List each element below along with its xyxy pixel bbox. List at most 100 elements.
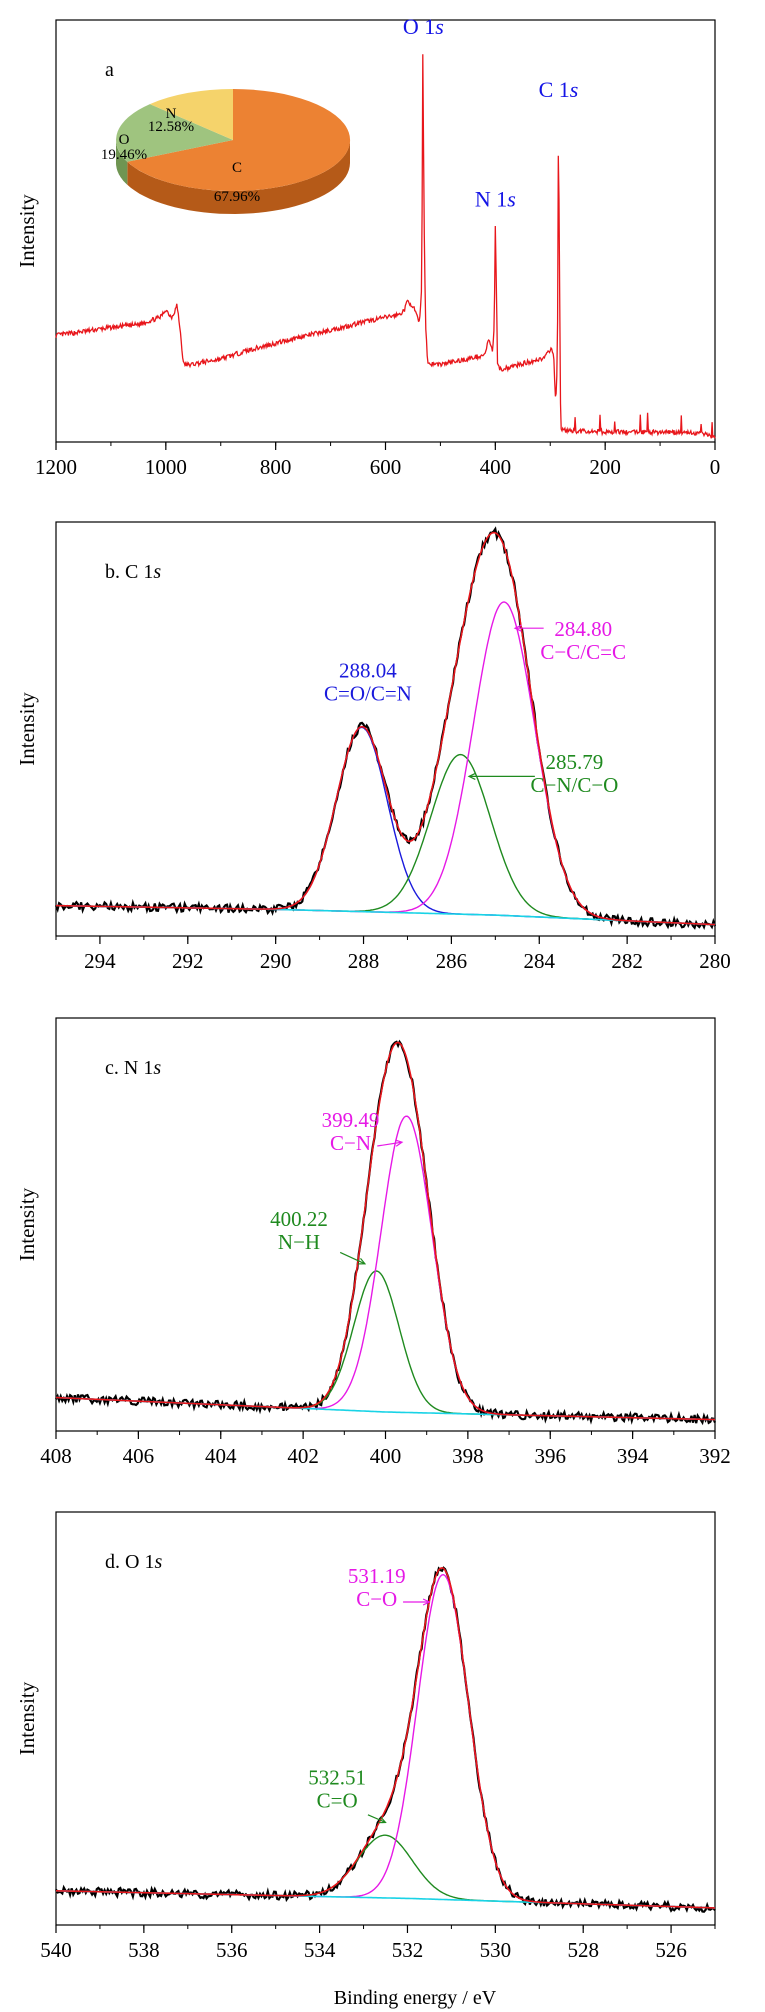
annotation-arrowhead xyxy=(395,1139,404,1147)
pie-pct-C: 67.96% xyxy=(214,189,260,205)
panel-label: d. O 1s xyxy=(105,1551,162,1573)
x-tick-label: 400 xyxy=(480,455,512,479)
annotation-arrow xyxy=(367,1814,386,1823)
annotation-arrowhead xyxy=(378,1816,387,1824)
fit-peak-1 xyxy=(56,1115,715,1421)
annotation-arrowhead xyxy=(513,624,522,632)
pie-pct-N: 12.58% xyxy=(148,119,194,135)
x-tick-label: 286 xyxy=(436,949,468,973)
peak-center-label: 400.22 xyxy=(270,1207,328,1231)
plot-frame xyxy=(55,1511,716,1926)
panel-label-italic: s xyxy=(154,1551,162,1573)
y-axis-label: Intensity xyxy=(15,692,39,766)
x-tick-label: 400 xyxy=(370,1444,402,1468)
x-tick-label: 200 xyxy=(589,455,621,479)
x-tick-label: 1200 xyxy=(35,455,77,479)
raw-data-line xyxy=(54,526,717,931)
annotation-arrowhead xyxy=(357,1258,367,1265)
x-tick-label: 392 xyxy=(699,1444,731,1468)
x-axis-title: Binding energy / eV xyxy=(334,1987,497,2009)
raw-data-line xyxy=(55,1566,716,1913)
peak-assignment-label: C=O xyxy=(317,1788,358,1812)
fit-envelope-line xyxy=(56,1566,715,1909)
x-tick-label: 280 xyxy=(699,949,731,973)
x-tick-label: 404 xyxy=(205,1444,237,1468)
x-tick-label: 0 xyxy=(710,455,721,479)
panel-label-italic: s xyxy=(153,1057,161,1079)
fit-envelope-line xyxy=(56,1041,715,1421)
peak-center-label: 399.49 xyxy=(322,1108,380,1132)
panel-label-italic: s xyxy=(153,561,161,583)
peak-assignment-label: C−N xyxy=(330,1131,371,1155)
pie-side-C xyxy=(127,140,350,214)
x-tick-label: 292 xyxy=(172,949,204,973)
annotation-arrowhead xyxy=(422,1598,431,1606)
x-tick-label: 294 xyxy=(84,949,116,973)
annotation-arrow xyxy=(339,1251,366,1265)
x-tick-label: 406 xyxy=(123,1444,155,1468)
plot-frame xyxy=(55,19,716,443)
pie-label-O: O xyxy=(119,132,130,148)
panel-d: 540 538 536 534 532 530 528 526 Intensity d. O 1s… xyxy=(15,1511,716,1962)
x-tick-label: 800 xyxy=(260,455,292,479)
x-tick-label: 530 xyxy=(480,1938,512,1962)
x-tick-label: 398 xyxy=(452,1444,484,1468)
x-tick-label: 536 xyxy=(216,1938,248,1962)
y-axis-label: Intensity xyxy=(15,1187,39,1261)
x-tick-label: 532 xyxy=(392,1938,424,1962)
fit-peak-1 xyxy=(56,1573,715,1909)
pie-slice-C xyxy=(127,88,351,191)
y-axis-label: Intensity xyxy=(15,1681,39,1755)
panel-a: 1200 1000 800 600 400 200 0 Intensity a O 1s N 1s C… xyxy=(15,14,720,479)
peak-label: O 1s xyxy=(403,14,444,39)
panel-b: 294 292 290 288 286 284 282 280 Intensity b. C 1s… xyxy=(15,521,731,973)
peak-assignment-label: C=O/C=N xyxy=(324,682,412,706)
peak-assignment-label: C−C/C=C xyxy=(540,640,626,664)
pie-pct-O: 19.46% xyxy=(101,147,147,163)
peak-label: N 1s xyxy=(475,187,516,212)
raw-data-line xyxy=(55,1039,717,1426)
x-tick-label: 600 xyxy=(370,455,402,479)
fit-peak-0 xyxy=(56,1270,715,1421)
peak-center-label: 285.79 xyxy=(546,750,604,774)
annotation-arrow xyxy=(377,1141,403,1147)
x-tick-label: 528 xyxy=(567,1938,599,1962)
fit-peak-0 xyxy=(56,726,716,926)
pie-label-C: C xyxy=(232,160,242,176)
x-tick-label: 282 xyxy=(611,949,643,973)
peak-assignment-label: C−O xyxy=(356,1587,397,1611)
pie-label-N: N xyxy=(166,106,177,122)
plot-frame xyxy=(55,1017,716,1432)
peak-label-italic: s xyxy=(507,187,516,212)
x-tick-label: 1000 xyxy=(145,455,187,479)
fit-envelope-line xyxy=(56,531,716,926)
survey-spectrum-line xyxy=(55,54,716,439)
x-tick-label: 408 xyxy=(40,1444,72,1468)
x-tick-label: 290 xyxy=(260,949,292,973)
x-tick-label: 394 xyxy=(617,1444,649,1468)
peak-label: C 1s xyxy=(539,77,579,102)
panel-c: 408 406 404 402 400 398 396 394 392 Intensity c. N… xyxy=(15,1017,731,1468)
x-tick-label: 534 xyxy=(304,1938,336,1962)
peak-center-label: 531.19 xyxy=(348,1564,406,1588)
pie-side-O xyxy=(116,140,128,185)
inset-pie: C 67.96% O19.46% N12.58% xyxy=(101,88,351,214)
x-tick-label: 540 xyxy=(40,1938,72,1962)
x-tick-label: 288 xyxy=(348,949,380,973)
peak-center-label: 532.51 xyxy=(308,1765,366,1789)
x-tick-label: 284 xyxy=(524,949,556,973)
x-tick-label: 526 xyxy=(655,1938,687,1962)
y-axis-label: Intensity xyxy=(15,194,39,268)
x-tick-label: 396 xyxy=(535,1444,567,1468)
x-tick-label: 402 xyxy=(287,1444,319,1468)
peak-assignment-label: C−N/C−O xyxy=(530,773,618,797)
panel-label: b. C 1s xyxy=(105,561,161,583)
plot-frame xyxy=(55,521,716,937)
annotation-arrowhead xyxy=(467,772,476,780)
peak-center-label: 284.80 xyxy=(554,617,612,641)
panel-label: c. N 1s xyxy=(105,1057,161,1079)
peak-label-italic: s xyxy=(435,14,444,39)
pie-slice-N xyxy=(149,89,233,140)
peak-label-italic: s xyxy=(570,77,579,102)
